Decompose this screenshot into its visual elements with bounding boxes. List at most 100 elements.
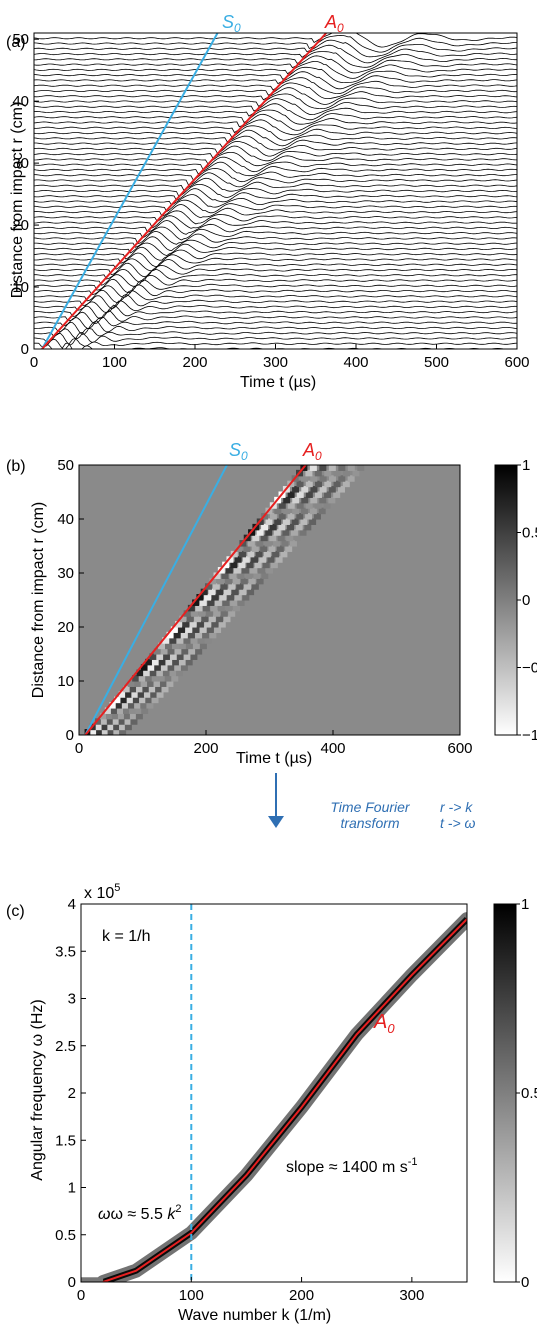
a0-line: [41, 33, 327, 349]
heat-cell: [187, 631, 195, 639]
trace-line: [34, 55, 517, 74]
heat-cell: [160, 648, 168, 655]
trace-line: [34, 125, 517, 141]
heat-cell: [134, 680, 142, 687]
heat-cell: [310, 475, 318, 482]
heat-cell: [206, 626, 214, 633]
heat-cell: [178, 626, 186, 633]
panel-b-label: (b): [6, 458, 26, 475]
panel-b-ytick-label: 50: [57, 457, 74, 474]
trace-line: [34, 34, 517, 53]
heat-cell: [159, 680, 167, 687]
trace-line: [34, 317, 517, 329]
heat-cell: [314, 469, 322, 477]
panel-b-xticks: 0 200 400 600: [75, 730, 473, 757]
heat-cell: [167, 664, 175, 671]
heat-cell: [124, 723, 132, 731]
heat-cell: [153, 648, 161, 655]
heat-cell: [146, 702, 154, 709]
heat-cell: [243, 545, 251, 552]
trace-line: [34, 113, 517, 131]
heat-cell: [275, 556, 283, 563]
heat-cell: [171, 642, 179, 650]
heat-cell: [310, 496, 318, 504]
trace-line: [34, 66, 517, 84]
heat-cell: [315, 480, 323, 488]
trace-line: [34, 220, 517, 235]
heat-cell: [357, 465, 365, 471]
trace-line: [34, 284, 517, 298]
trace-line: [34, 231, 517, 245]
heat-cell: [313, 513, 321, 520]
heat-cell: [274, 507, 282, 515]
heat-cell: [118, 691, 126, 698]
heat-cell: [112, 718, 120, 725]
heat-cell: [309, 465, 317, 471]
panel-a-xtick-label: 600: [504, 354, 529, 371]
heat-cell: [280, 550, 288, 558]
heat-cell: [139, 696, 147, 704]
heat-cell: [261, 572, 269, 579]
heat-cell: [210, 604, 218, 612]
heat-cell: [234, 556, 242, 563]
trace-line: [34, 268, 517, 283]
heat-cell: [242, 594, 250, 601]
trace-line: [34, 242, 517, 257]
panel-a-xtick-label: 0: [30, 354, 38, 371]
heat-cell: [156, 653, 164, 660]
heat-cell: [149, 669, 157, 677]
heat-cell: [292, 486, 300, 493]
heat-cell: [296, 502, 304, 509]
heat-cell: [105, 712, 113, 720]
heat-cell: [300, 475, 308, 482]
heat-cell: [209, 631, 217, 639]
panel-a-lines: [41, 33, 327, 349]
heat-cell: [129, 707, 137, 714]
heat-cell: [164, 675, 172, 682]
trace-line: [34, 39, 517, 58]
panel-a-ylabel: Distance from impact r (cm): [9, 102, 26, 298]
heat-cell: [343, 469, 351, 477]
heat-cell: [264, 540, 272, 547]
heat-cell: [166, 631, 174, 639]
heat-cell: [202, 631, 210, 639]
heat-cell: [256, 540, 264, 547]
heat-cell: [269, 523, 277, 531]
heat-cell: [333, 469, 341, 477]
trace-line: [34, 331, 517, 346]
trace-line: [34, 236, 517, 252]
panel-c-ytick-label: 4: [68, 896, 76, 913]
heat-cell: [250, 567, 258, 574]
heat-cell: [158, 675, 166, 682]
panel-a-xticks: 0 100 200 300 400 500 600: [30, 344, 530, 371]
heat-cell: [283, 507, 291, 515]
heat-cell: [96, 729, 104, 735]
heat-cell: [195, 604, 203, 612]
colorbar-tick-label: −0.5: [522, 660, 537, 677]
heat-cell: [227, 594, 235, 601]
trace-line: [34, 168, 517, 183]
heat-cell: [220, 610, 228, 617]
heat-cell: [106, 718, 114, 725]
heat-cell: [169, 653, 177, 660]
fourier-arrow: [268, 773, 284, 828]
heat-cell: [231, 588, 239, 596]
heat-cell: [305, 513, 313, 520]
heat-cell: [314, 502, 322, 509]
heat-cell: [220, 583, 228, 590]
trace-line: [34, 156, 517, 173]
heat-cell: [190, 637, 198, 644]
heat-cell: [140, 680, 148, 687]
heat-cell: [192, 642, 200, 650]
trace-line: [34, 98, 517, 116]
panel-b-ytick-label: 40: [57, 511, 74, 528]
trace-line: [34, 327, 517, 340]
panel-c-yticks: 0 0.5 1 1.5 2 2.5 3 3.5 4: [55, 896, 86, 1291]
panel-b-xtick-label: 200: [193, 740, 218, 757]
heat-cell: [196, 594, 204, 601]
heat-cell: [213, 610, 221, 617]
panel-c-lines: [102, 904, 467, 1282]
heat-cell: [183, 653, 191, 660]
heat-cell: [117, 712, 125, 720]
heat-cell: [178, 658, 186, 666]
